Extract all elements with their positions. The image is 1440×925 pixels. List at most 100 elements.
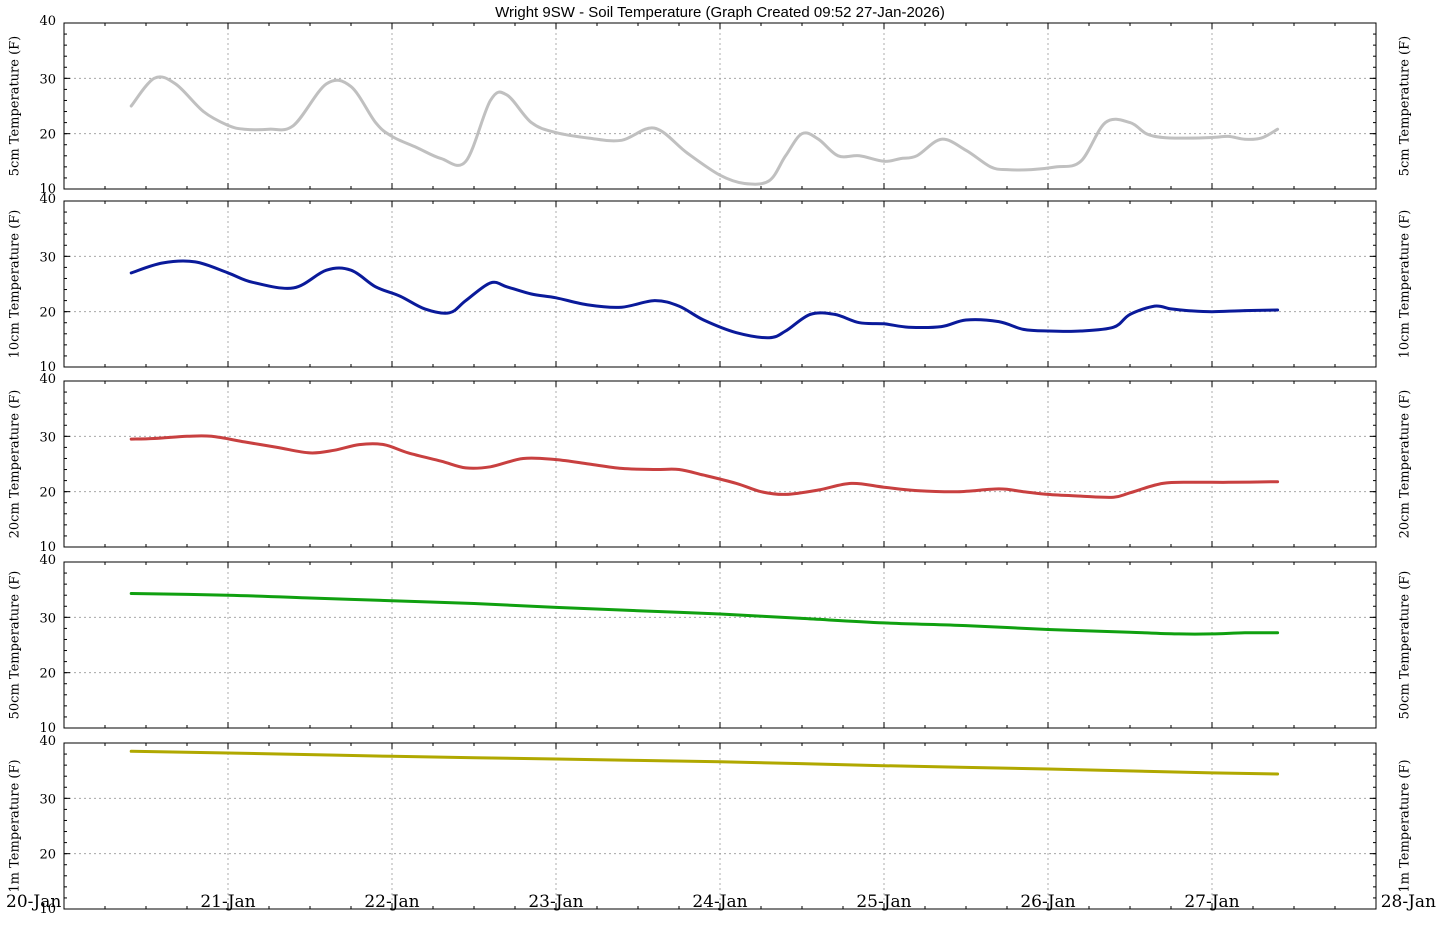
data-point (489, 281, 492, 285)
data-point (1227, 481, 1230, 484)
data-point (800, 132, 804, 135)
data-point (130, 592, 133, 595)
data-point (718, 174, 722, 177)
y-tick-label: 20 (39, 306, 56, 321)
data-point (702, 473, 705, 477)
data-point (784, 154, 787, 157)
panel-frame (63, 22, 1377, 190)
data-point (554, 131, 558, 134)
data-point (382, 443, 385, 446)
data-point (784, 329, 787, 333)
data-point (1161, 136, 1165, 139)
data-point (1210, 136, 1214, 139)
data-point (1022, 328, 1025, 331)
data-point (784, 493, 787, 496)
data-point (915, 489, 918, 492)
data-point (554, 458, 558, 461)
data-point (1276, 772, 1279, 776)
data-point (587, 462, 590, 466)
data-point (325, 82, 328, 86)
data-point (1276, 631, 1279, 634)
data-point (1079, 494, 1083, 498)
data-point (130, 750, 133, 753)
data-point (1178, 632, 1181, 636)
data-point (554, 296, 558, 299)
data-point (836, 154, 840, 157)
y-axis-label-right: 5cm Temperature (F) (1398, 36, 1413, 176)
panel-frame (63, 561, 1377, 729)
data-point (464, 299, 467, 302)
data-point (817, 138, 820, 141)
chart-panels: 10 20 30 40 5cm Temperature (F) 5cm Temperatu… (8, 14, 1413, 917)
data-point (1046, 493, 1050, 496)
data-point (202, 110, 205, 113)
panel-1: 10 20 30 40 5cm Temperature (F) 5cm Temperatu… (8, 14, 1413, 197)
data-point (768, 336, 771, 339)
data-point (759, 490, 763, 493)
data-point (349, 85, 353, 88)
data-point (292, 124, 295, 127)
data-point (620, 467, 623, 470)
data-point (882, 322, 886, 325)
data-point (800, 617, 804, 620)
data-point (964, 149, 968, 152)
data-point (423, 307, 426, 311)
data-point (1046, 329, 1050, 333)
data-point (718, 612, 722, 616)
series-line-panel-3 (129, 434, 1280, 499)
data-point (1276, 308, 1279, 312)
data-point (1169, 307, 1173, 311)
chart-title: Wright 9SW - Soil Temperature (Graph Cre… (495, 4, 945, 21)
data-point (768, 179, 771, 182)
data-point (153, 437, 156, 440)
data-point (1104, 121, 1107, 124)
data-point (882, 486, 886, 489)
data-point (653, 126, 656, 130)
data-point (1128, 313, 1132, 316)
x-tick-label: 21-Jan (200, 892, 255, 912)
panel-frame (63, 380, 1377, 548)
data-point (940, 325, 943, 328)
data-point (210, 435, 213, 438)
y-tick-label: 30 (39, 611, 56, 626)
data-point (243, 440, 246, 444)
panel-frame (63, 742, 1377, 910)
data-point (1046, 628, 1050, 631)
y-axis-label-left: 5cm Temperature (F) (8, 36, 23, 176)
y-tick-label: 10 (39, 182, 56, 197)
x-tick-label: 20-Jan (6, 892, 61, 912)
data-point (1079, 329, 1083, 333)
data-point (850, 482, 853, 485)
data-point (358, 443, 361, 446)
series-line-panel-4 (129, 592, 1280, 636)
data-point (964, 624, 968, 627)
y-tick-label: 20 (39, 848, 56, 863)
y-tick-label: 30 (39, 430, 56, 445)
data-point (882, 160, 886, 163)
series-line-panel-2 (129, 259, 1280, 340)
data-point (899, 157, 902, 160)
y-tick-label: 20 (39, 667, 56, 682)
y-tick-label: 20 (39, 486, 56, 501)
data-point (1145, 132, 1148, 135)
data-point (448, 311, 451, 314)
data-point (882, 621, 886, 625)
data-point (308, 596, 312, 600)
data-point (390, 755, 394, 758)
data-point (226, 594, 230, 597)
data-point (489, 465, 492, 468)
y-tick-label: 30 (39, 72, 56, 87)
y-tick-label: 40 (39, 372, 56, 387)
data-point (505, 285, 508, 288)
data-point (1005, 168, 1009, 171)
data-point (1243, 631, 1247, 634)
data-point (1243, 138, 1247, 141)
data-point (1153, 304, 1156, 308)
data-point (1112, 496, 1115, 499)
data-point (1210, 771, 1214, 775)
data-point (718, 760, 722, 763)
y-tick-label: 40 (39, 192, 56, 207)
data-point (390, 599, 394, 602)
y-tick-label: 40 (39, 14, 56, 29)
